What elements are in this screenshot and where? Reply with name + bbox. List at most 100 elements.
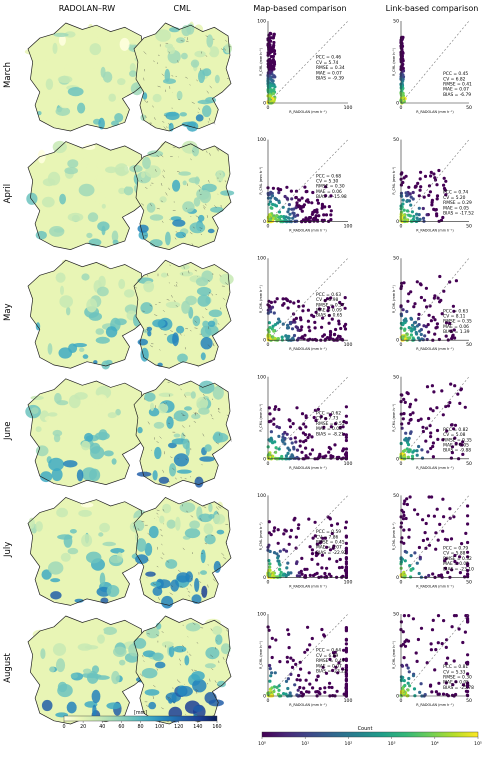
rain-patch — [152, 652, 164, 662]
cml-link — [189, 232, 193, 235]
stat-mae: MAE = 0.09 — [316, 308, 342, 314]
cml-link — [176, 281, 178, 284]
hexbin-point — [269, 310, 273, 314]
rain-patch — [177, 353, 188, 363]
hexbin-point — [273, 440, 277, 444]
hexbin-point — [314, 678, 319, 682]
hexbin-point — [421, 518, 425, 522]
hexbin-point — [344, 414, 348, 418]
rain-patch — [145, 571, 156, 577]
hexbin-point — [276, 337, 280, 341]
rain-patch — [205, 618, 221, 627]
rain-patch — [149, 239, 163, 247]
hexbin-point — [267, 406, 271, 410]
rain-patch — [198, 69, 205, 83]
hexbin-point — [424, 439, 428, 443]
hexbin-point — [452, 659, 456, 663]
stat-bias: BIAS = -23.10 — [443, 566, 474, 572]
rain-patch — [86, 298, 98, 313]
hexbin-point — [294, 662, 298, 667]
hexbin-point — [310, 201, 314, 205]
rain-patch — [165, 231, 171, 246]
hexbin-point — [344, 668, 348, 672]
hexbin-point — [407, 292, 411, 296]
rain-patch — [192, 679, 207, 693]
rain-patch — [92, 704, 97, 717]
hexbin-point — [423, 298, 427, 302]
rain-patch — [111, 230, 119, 243]
rain-colorbar-label: [mm] — [134, 710, 147, 716]
rain-patch — [98, 117, 105, 130]
cml-link — [179, 658, 181, 662]
cml-link — [226, 78, 229, 79]
cml-link — [146, 558, 150, 562]
stat-mae: MAE = 0.07 — [316, 70, 342, 76]
cml-link — [152, 391, 154, 393]
x-axis-label: R_RADOLAN (mm h⁻¹) — [416, 466, 454, 470]
hexbin-point — [344, 572, 348, 576]
cml-link — [195, 690, 197, 694]
rain-patch — [81, 273, 90, 281]
hexbin-point — [425, 661, 429, 665]
rain-patch — [208, 503, 213, 513]
hexbin-point — [296, 688, 300, 692]
hexbin-point — [297, 523, 301, 527]
hexbin-point — [344, 672, 348, 677]
rain-patch — [41, 196, 55, 208]
rain-patch — [176, 90, 183, 101]
germany-border — [133, 496, 232, 606]
hexbin-point — [440, 312, 444, 316]
hexbin-point — [417, 545, 421, 550]
hexbin-point — [454, 614, 458, 618]
rain-patch — [111, 458, 117, 465]
hexbin-point — [298, 204, 303, 209]
hexbin-point — [295, 406, 299, 410]
hexbin-point — [338, 557, 342, 562]
rain-patch — [216, 501, 224, 515]
hexbin-point — [435, 406, 439, 410]
cml-link — [147, 421, 150, 425]
hexbin-point — [283, 436, 287, 441]
cml-link — [215, 442, 220, 445]
cml-link — [156, 509, 160, 512]
x-tick-label: 0 — [400, 342, 403, 348]
cml-link — [214, 680, 217, 683]
rain-patch — [171, 693, 177, 704]
cml-link — [186, 588, 189, 590]
cml-link — [222, 656, 225, 660]
hexbin-point — [321, 334, 325, 338]
hexbin-point — [466, 568, 470, 573]
hexbin-point — [402, 281, 406, 285]
x-tick-label: 50 — [466, 461, 472, 467]
hexbin-point — [444, 661, 448, 666]
hexbin-point — [304, 446, 308, 450]
hexbin-point — [444, 179, 448, 183]
hexbin-point — [426, 450, 430, 454]
rain-patch — [148, 701, 157, 710]
hexbin-point — [415, 324, 419, 328]
hexbin-point — [323, 686, 327, 690]
y-tick-label: 50 — [393, 256, 399, 262]
hexbin-point — [325, 545, 329, 549]
rain-colorbar-tick-label: 40 — [99, 724, 105, 730]
rain-patch — [192, 315, 201, 327]
y-tick-label: 0 — [263, 219, 266, 225]
hexbin-point — [402, 679, 406, 683]
hexbin-point — [437, 574, 441, 578]
hexbin-point — [316, 219, 320, 223]
hexbin-point — [442, 619, 446, 623]
hexbin-point — [403, 327, 407, 331]
hexbin-point — [313, 534, 317, 538]
germany-border — [27, 22, 146, 132]
rain-patch — [66, 701, 77, 714]
cml-link — [223, 556, 227, 560]
hexbin-point — [293, 683, 297, 687]
rain-patch — [133, 638, 147, 649]
hexbin-point — [399, 284, 404, 288]
cml-link — [207, 344, 211, 348]
cml-link — [142, 310, 145, 312]
hexbin-point — [408, 214, 412, 218]
cml-link — [222, 297, 226, 301]
